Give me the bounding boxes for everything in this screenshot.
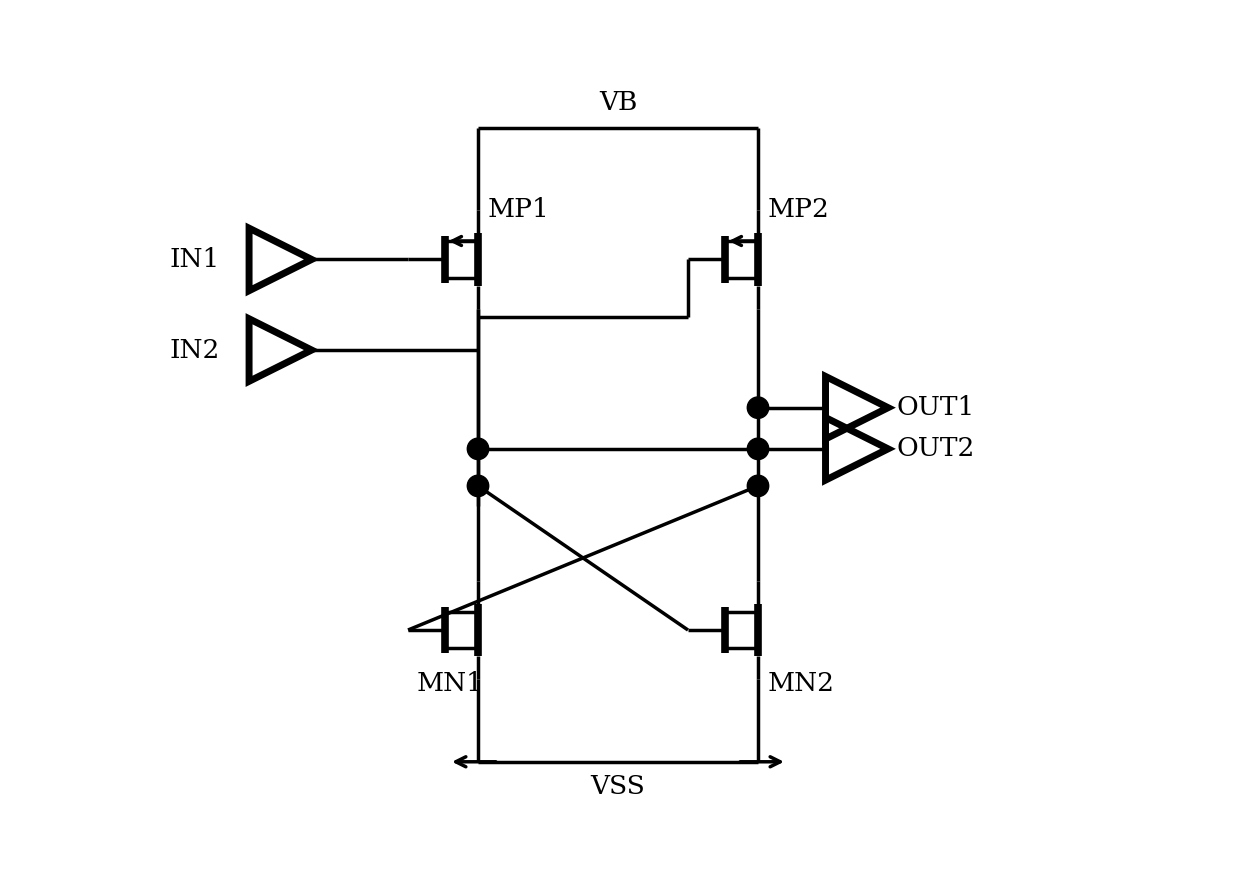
Text: VB: VB xyxy=(598,90,638,115)
Text: VSS: VSS xyxy=(591,774,645,799)
Circle shape xyxy=(748,475,769,497)
Text: IN1: IN1 xyxy=(169,247,220,272)
Circle shape xyxy=(748,438,769,459)
Text: MP1: MP1 xyxy=(488,197,550,223)
Text: OUT1: OUT1 xyxy=(896,395,975,420)
Circle shape xyxy=(748,397,769,418)
Text: OUT2: OUT2 xyxy=(896,436,975,461)
Text: MN2: MN2 xyxy=(768,671,834,696)
Text: MN1: MN1 xyxy=(417,671,483,696)
Text: MP2: MP2 xyxy=(768,197,829,223)
Text: IN2: IN2 xyxy=(169,338,220,362)
Circle shape xyxy=(467,438,488,459)
Circle shape xyxy=(467,475,488,497)
